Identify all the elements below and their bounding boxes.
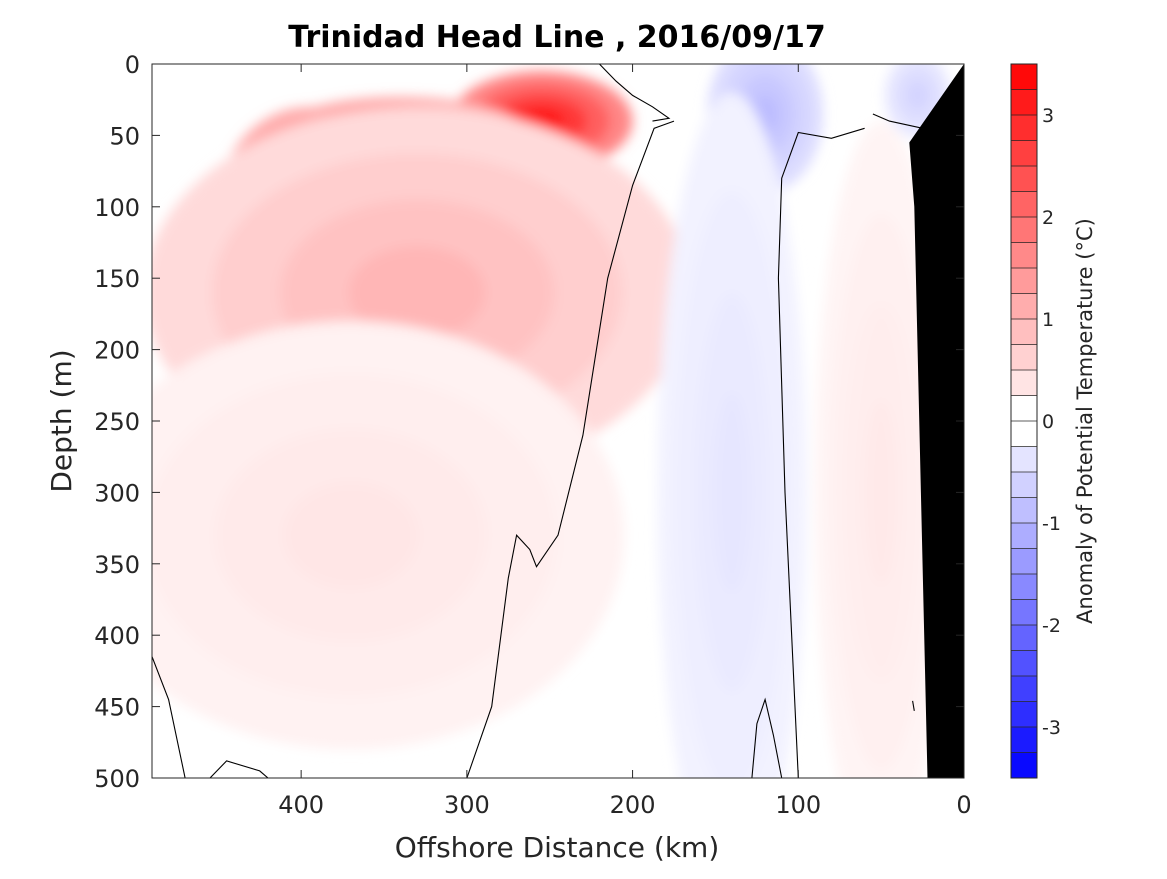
zero-contour-line: [912, 700, 915, 711]
x-tick-label: 400: [278, 791, 324, 819]
colorbar-segment: [1011, 421, 1037, 447]
y-tick-label: 150: [94, 265, 140, 293]
colorbar-tick-label: -1: [1042, 513, 1061, 535]
colorbar-segment: [1011, 599, 1037, 626]
colorbar-segment: [1011, 370, 1037, 396]
colorbar-tick-label: -2: [1042, 615, 1061, 637]
y-tick-label: 50: [109, 122, 140, 150]
colorbar-segment: [1011, 752, 1037, 779]
colorbar-segment: [1011, 497, 1037, 524]
colorbar-segment: [1011, 650, 1037, 677]
colorbar-tick-label: 1: [1042, 309, 1054, 331]
colorbar-tick-label: 2: [1042, 207, 1054, 229]
colorbar-tick-label: 3: [1042, 105, 1054, 127]
y-tick-label: 300: [94, 479, 140, 507]
colorbar-segment: [1011, 64, 1037, 90]
y-tick-label: 0: [125, 51, 140, 79]
bathymetry-shelf: [909, 64, 964, 778]
y-axis-ticks: 0 50 100 150 200 250 300 350 400 450 500: [94, 51, 964, 793]
field-feature: [864, 399, 898, 586]
zero-contour-line: [751, 697, 783, 778]
colorbar-segment: [1011, 268, 1037, 294]
y-axis-label: Depth (m): [45, 349, 78, 492]
y-tick-label: 500: [94, 765, 140, 793]
field-feature: [909, 84, 926, 107]
x-axis-ticks: 400 300 200 100 0: [278, 64, 972, 819]
colorbar-segment: [1011, 166, 1037, 192]
colorbar-segment: [1011, 727, 1037, 753]
colorbar-segment: [1011, 523, 1037, 549]
colorbar-segment: [1011, 344, 1037, 371]
colorbar-segment: [1011, 115, 1037, 141]
colorbar-tick-label: -3: [1042, 717, 1061, 739]
y-tick-label: 100: [94, 194, 140, 222]
colorbar-segment: [1011, 701, 1037, 728]
y-tick-label: 350: [94, 551, 140, 579]
zero-contour-line: [599, 64, 671, 122]
colorbar-segment: [1011, 446, 1037, 473]
anomaly-field: [152, 64, 951, 778]
zero-contour-line: [777, 127, 865, 778]
colorbar-segment: [1011, 676, 1037, 702]
x-tick-label: 0: [956, 791, 971, 819]
x-tick-label: 100: [775, 791, 821, 819]
zero-contours: [152, 64, 937, 778]
colorbar-segment: [1011, 89, 1037, 116]
plot-area: [151, 63, 965, 779]
zero-contour-line: [152, 656, 186, 778]
y-tick-label: 400: [94, 622, 140, 650]
colorbar-tick-label: 0: [1042, 411, 1054, 433]
x-axis-label: Offshore Distance (km): [395, 831, 720, 864]
zero-contour-line: [466, 120, 675, 778]
y-tick-label: 450: [94, 694, 140, 722]
colorbar-segment: [1011, 242, 1037, 269]
y-tick-label: 250: [94, 408, 140, 436]
colorbar-segment: [1011, 548, 1037, 575]
colorbar-segment: [1011, 140, 1037, 167]
colorbar-segment: [1011, 191, 1037, 218]
zero-contour-line: [209, 760, 269, 778]
field-feature: [713, 392, 751, 593]
field-feature: [282, 481, 420, 589]
colorbar-segment: [1011, 625, 1037, 651]
colorbar-segment: [1011, 472, 1037, 498]
x-tick-label: 200: [610, 791, 656, 819]
x-tick-label: 300: [444, 791, 490, 819]
colorbar-box: [1010, 63, 1038, 779]
colorbar-segment: [1011, 217, 1037, 243]
colorbar-segment: [1011, 293, 1037, 320]
y-tick-label: 200: [94, 337, 140, 365]
colorbar-segment: [1011, 319, 1037, 345]
field-feature: [348, 246, 486, 339]
chart-title: Trinidad Head Line , 2016/09/17: [288, 20, 825, 55]
colorbar-label: Anomaly of Potential Temperature (°C): [1073, 218, 1097, 624]
colorbar-segment: [1011, 395, 1037, 422]
colorbar: 3 2 1 0 -1 -2 -3: [1010, 63, 1061, 779]
colorbar-segment: [1011, 574, 1037, 600]
